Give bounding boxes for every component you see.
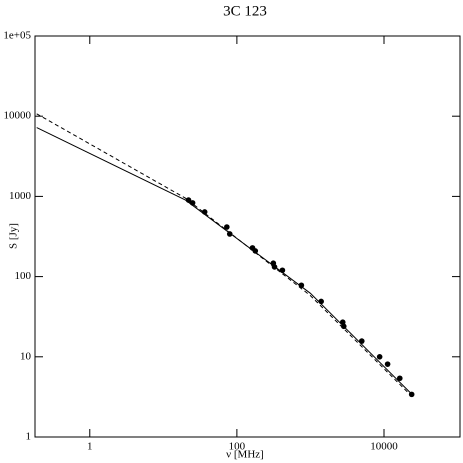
y-tick-label: 1000 — [9, 190, 32, 202]
data-point — [271, 264, 278, 270]
plot-frame — [34, 35, 461, 438]
x-axis-label: ν [MHz] — [226, 449, 264, 461]
fit-line — [36, 113, 413, 397]
x-tick-label: 1 — [87, 441, 93, 453]
data-point — [224, 224, 230, 230]
data-point — [279, 267, 286, 274]
data-point — [340, 323, 347, 330]
y-tick-label: 100 — [15, 270, 32, 282]
y-tick-label: 1e+05 — [3, 30, 31, 42]
data-point — [396, 375, 403, 382]
data-point — [298, 282, 305, 289]
data-point — [384, 361, 391, 367]
y-axis-label: S [Jy] — [8, 223, 20, 249]
fit-line — [36, 127, 413, 395]
chart-title: 3C 123 — [223, 3, 267, 19]
data-point — [226, 231, 233, 237]
data-point — [252, 248, 259, 254]
x-tick-label: 100 — [229, 441, 246, 453]
data-point — [201, 209, 208, 215]
data-point — [189, 200, 196, 206]
y-tick-label: 10 — [20, 350, 32, 362]
y-tick-label: 1 — [26, 431, 32, 443]
data-point — [376, 354, 383, 360]
data-point — [318, 298, 324, 305]
data-point — [358, 338, 365, 344]
data-point — [408, 391, 415, 398]
data-point — [185, 197, 192, 203]
y-tick-label: 10000 — [4, 110, 32, 122]
x-tick-label: 10000 — [370, 441, 398, 453]
